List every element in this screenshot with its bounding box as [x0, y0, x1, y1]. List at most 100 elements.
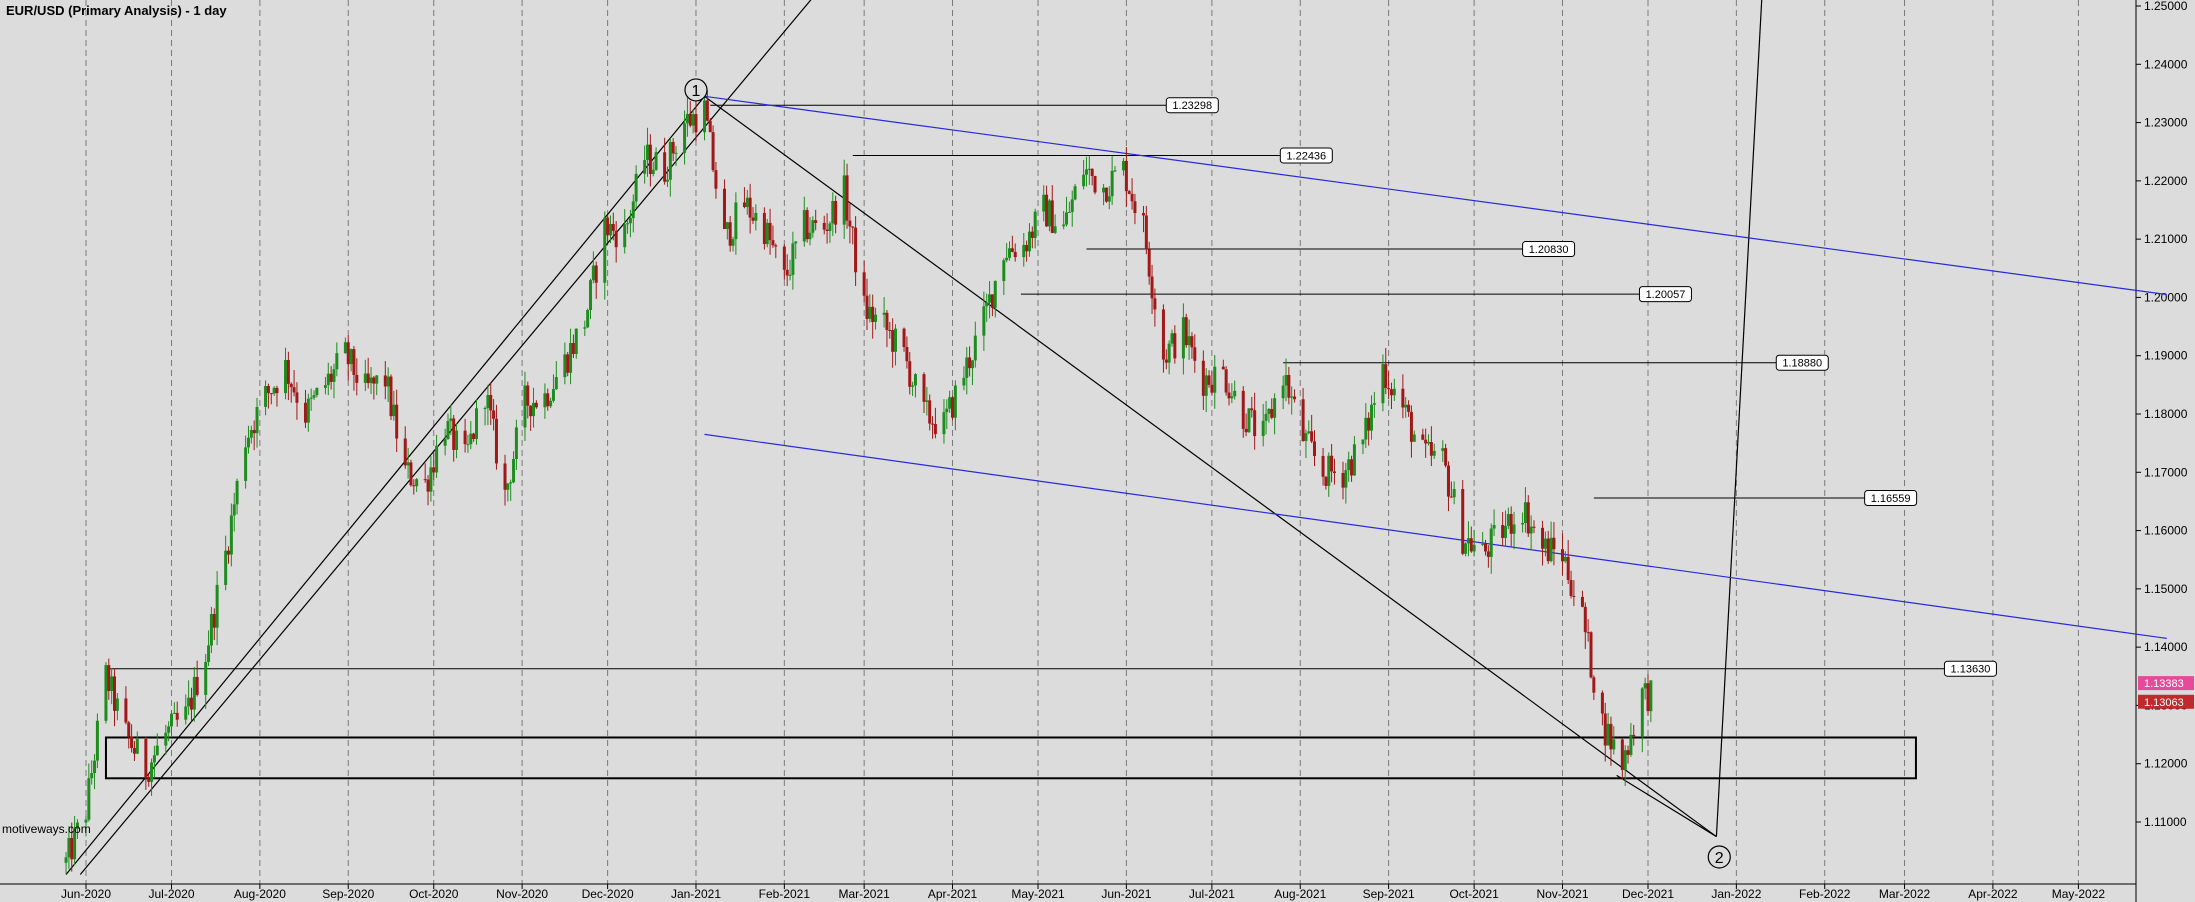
candle-up	[255, 406, 259, 434]
candle-down	[1389, 389, 1393, 396]
candle-down	[144, 739, 148, 779]
candle-down	[785, 269, 789, 276]
candle-up	[1492, 525, 1496, 529]
candle-down	[1421, 434, 1425, 440]
y-tick-label: 1.25000	[2144, 0, 2188, 13]
candle-up	[1284, 374, 1288, 386]
candle-up	[187, 697, 191, 707]
candle-up	[1404, 404, 1408, 408]
candle-down	[594, 265, 598, 283]
channel-line	[704, 433, 2167, 639]
x-tick-label: Aug-2020	[234, 887, 286, 901]
candle-up	[586, 309, 590, 328]
candle-up	[1230, 396, 1234, 399]
candle-down	[1469, 538, 1473, 552]
candle-down	[902, 328, 906, 348]
candle-up	[911, 385, 915, 387]
candle-down	[606, 217, 610, 236]
candle-up	[104, 665, 108, 721]
candle-up	[110, 676, 114, 691]
wave-label: 1	[692, 83, 701, 100]
price-level-box	[1943, 660, 1997, 677]
candle-up	[1347, 459, 1351, 471]
x-tick-label: Feb-2022	[1799, 887, 1851, 901]
candle-up	[583, 327, 587, 329]
candle-up	[332, 369, 336, 382]
candle-down	[1566, 556, 1570, 581]
watermark: motiveways.com	[2, 822, 91, 836]
price-level-label: 1.13630	[1951, 664, 1991, 676]
candle-up	[731, 239, 735, 246]
x-tick-label: Dec-2021	[1622, 887, 1674, 901]
candle-up	[628, 218, 632, 224]
candle-down	[252, 429, 256, 434]
y-tick-label: 1.15000	[2144, 582, 2188, 596]
candle-up	[1264, 413, 1268, 421]
x-tick-label: Nov-2020	[496, 887, 548, 901]
candle-up	[1523, 502, 1527, 523]
candle-down	[1144, 215, 1148, 250]
candle-up	[1529, 526, 1533, 534]
x-tick-label: Dec-2020	[582, 887, 634, 901]
x-tick-label: Jan-2022	[1711, 887, 1761, 901]
price-level-box	[1775, 354, 1829, 371]
candle-up	[1110, 170, 1114, 197]
y-tick-label: 1.23000	[2144, 116, 2188, 130]
candle-down	[124, 698, 128, 723]
candle-up	[1452, 489, 1456, 498]
candle-up	[1623, 750, 1627, 770]
price-level-label: 1.20830	[1529, 244, 1569, 256]
y-tick-label: 1.14000	[2144, 640, 2188, 654]
candle-up	[925, 400, 929, 402]
candle-down	[1301, 399, 1305, 442]
candle-up	[272, 387, 276, 394]
candle-down	[275, 387, 279, 394]
candle-down	[1133, 201, 1137, 214]
candle-down	[1330, 455, 1334, 472]
candle-down	[1030, 231, 1034, 238]
candle-down	[395, 404, 399, 439]
candle-down	[1409, 411, 1413, 442]
candle-up	[363, 373, 367, 383]
candle-up	[323, 385, 327, 388]
x-tick-label: Apr-2022	[1968, 887, 2018, 901]
candle-down	[1552, 537, 1556, 550]
x-tick-label: Mar-2021	[838, 887, 890, 901]
candle-up	[1512, 524, 1516, 534]
candle-down	[1025, 244, 1029, 252]
x-tick-label: Oct-2021	[1449, 887, 1499, 901]
candle-down	[905, 347, 909, 362]
candle-up	[435, 445, 439, 473]
candle-down	[854, 227, 858, 273]
candle-up	[232, 504, 236, 516]
candle-up	[312, 395, 316, 398]
candle-up	[1412, 434, 1416, 442]
x-tick-label: Sep-2021	[1363, 887, 1415, 901]
candle-up	[1481, 543, 1485, 545]
candle-up	[1087, 168, 1091, 170]
candle-up	[1107, 196, 1111, 202]
candle-down	[671, 141, 675, 154]
candle-down	[189, 697, 193, 710]
candle-up	[1352, 444, 1356, 476]
candle-up	[215, 584, 219, 628]
price-level-box	[1165, 97, 1219, 114]
candle-up	[970, 360, 974, 369]
candle-up	[1640, 688, 1644, 737]
price-level-box	[1522, 241, 1576, 258]
current-price-box-label: 1.13383	[2144, 678, 2184, 690]
candle-up	[1047, 200, 1051, 227]
candle-down	[1313, 441, 1317, 456]
candle-down	[546, 393, 550, 407]
candle-down	[1184, 317, 1188, 346]
candle-up	[1027, 231, 1031, 252]
candle-up	[207, 645, 211, 662]
candle-up	[1392, 388, 1396, 396]
wave-label: 2	[1715, 850, 1724, 867]
candle-down	[1444, 448, 1448, 466]
candle-up	[192, 676, 196, 710]
candle-up	[913, 374, 917, 386]
candle-up	[1247, 408, 1251, 433]
